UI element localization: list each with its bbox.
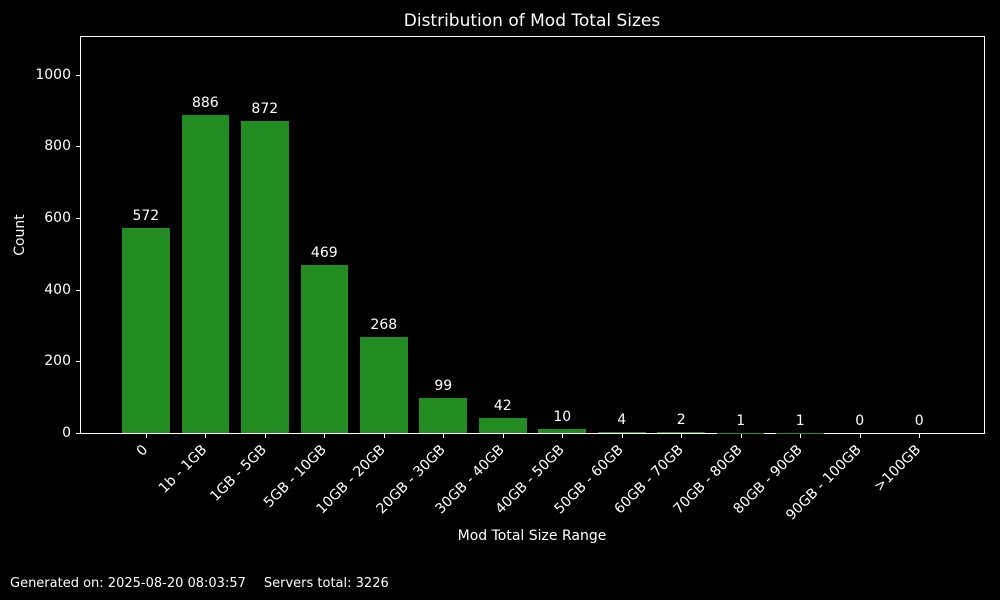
bar [657,432,705,433]
y-tick-label: 0 [62,425,71,441]
x-tick-mark [443,434,445,438]
generated-timestamp: Generated on: 2025-08-20 08:03:57 [10,576,246,591]
y-tick-mark [76,217,80,219]
bar-value-label: 1 [795,412,805,429]
bar-value-label: 42 [493,397,512,414]
y-tick-label: 200 [44,353,71,370]
x-tick-mark [264,434,266,438]
x-tick-mark [919,434,921,438]
x-tick-mark [205,434,207,438]
bar-value-label: 4 [617,411,627,428]
y-axis-label: Count [12,214,28,256]
bar [122,228,170,433]
bar-value-label: 572 [132,208,160,225]
bar [597,431,646,433]
y-tick-mark [76,74,80,76]
bar-value-label: 10 [553,409,572,426]
x-tick-mark [740,434,742,438]
x-tick-mark [681,434,683,438]
y-tick-mark [76,361,80,363]
y-tick-label: 400 [44,281,71,298]
x-tick-mark [800,434,802,438]
bar-value-label: 0 [855,413,865,429]
x-tick-mark [859,434,861,438]
bar-value-label: 99 [434,377,453,394]
bar [538,429,587,433]
bar [181,115,230,433]
bar-value-label: 0 [914,413,924,429]
y-tick-mark [76,289,80,291]
y-tick-label: 800 [44,138,71,155]
x-tick-mark [621,434,623,438]
bar-value-label: 1 [736,412,746,429]
bar [359,336,408,433]
chart-title: Distribution of Mod Total Sizes [403,11,661,31]
y-tick-mark [76,146,80,148]
x-axis-label: Mod Total Size Range [457,528,607,544]
bar-value-label: 872 [251,100,279,117]
x-tick-mark [562,434,564,438]
x-tick-mark [502,434,504,438]
bar-value-label: 886 [191,95,219,112]
x-tick-mark [383,434,385,438]
footer: Generated on: 2025-08-20 08:03:57 Servers… [10,576,389,591]
bar [419,397,468,433]
bar [478,417,527,433]
bar [300,264,349,433]
y-tick-label: 600 [44,209,71,226]
x-tick-mark [145,434,147,438]
y-tick-mark [76,433,80,434]
y-tick-label: 1000 [35,66,71,83]
bar-value-label: 469 [310,244,338,261]
x-tick-mark [324,434,326,438]
bar-value-label: 2 [676,412,686,429]
servers-total: Servers total: 3226 [263,576,389,591]
bar-value-label: 268 [370,316,398,333]
plot-area: 572 886 872 469 268 99 42 10 4 2 1 1 0 0 [80,36,985,434]
bar [241,120,289,433]
